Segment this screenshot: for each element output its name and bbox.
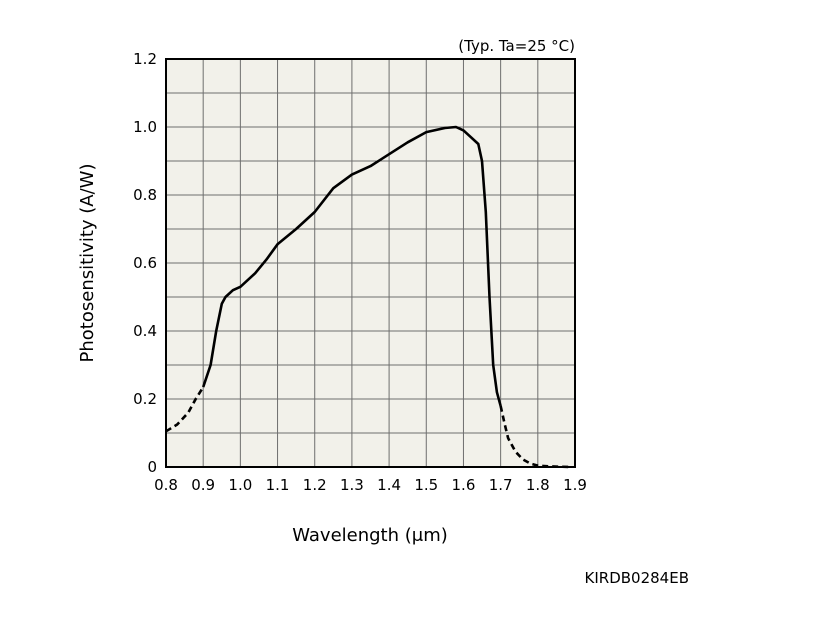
y-tick-label: 0 <box>147 458 157 476</box>
y-tick-label: 0.4 <box>133 322 157 340</box>
x-tick-label: 1.9 <box>563 476 587 494</box>
grid <box>166 59 575 467</box>
y-tick-label: 0.8 <box>133 186 157 204</box>
x-tick-label: 1.8 <box>526 476 550 494</box>
x-tick-label: 1.1 <box>266 476 290 494</box>
condition-note: (Typ. Ta=25 °C) <box>458 37 575 55</box>
x-tick-label: 1.3 <box>340 476 364 494</box>
x-axis-label: Wavelength (μm) <box>292 525 448 546</box>
x-tick-label: 0.8 <box>154 476 178 494</box>
x-tick-labels: 0.8 0.9 1.0 1.1 1.2 1.3 1.4 1.5 1.6 1.7 1.8 1.9 <box>154 476 587 494</box>
figure-code: KIRDB0284EB <box>585 569 689 587</box>
x-tick-label: 1.4 <box>377 476 401 494</box>
x-tick-label: 1.0 <box>228 476 252 494</box>
x-tick-label: 1.7 <box>489 476 513 494</box>
response-curve <box>201 125 502 407</box>
y-tick-labels: 0 0.2 0.4 0.6 0.8 1.0 1.2 <box>133 50 157 476</box>
x-tick-label: 1.6 <box>452 476 476 494</box>
y-tick-label: 1.0 <box>133 118 157 136</box>
y-tick-label: 0.6 <box>133 254 157 272</box>
x-tick-label: 1.2 <box>303 476 327 494</box>
x-tick-label: 0.9 <box>191 476 215 494</box>
y-tick-label: 0.2 <box>133 390 157 408</box>
x-tick-label: 1.5 <box>414 476 438 494</box>
plot-frame <box>165 58 576 468</box>
y-tick-label: 1.2 <box>133 50 157 68</box>
y-axis-label: Photosensitivity (A/W) <box>77 164 98 363</box>
